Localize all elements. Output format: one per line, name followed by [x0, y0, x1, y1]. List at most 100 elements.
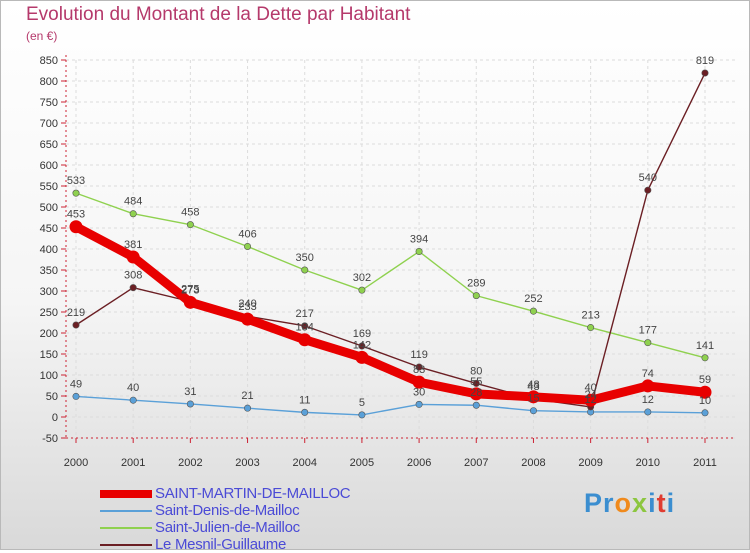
data-point	[472, 292, 480, 300]
logo-letter: x	[632, 488, 649, 518]
data-label: 40	[585, 382, 597, 394]
data-point	[129, 396, 137, 404]
data-point	[358, 342, 366, 350]
x-tick-label: 2009	[578, 457, 602, 469]
legend-swatch	[100, 489, 152, 498]
data-point	[129, 284, 137, 292]
data-point	[529, 307, 537, 315]
data-label: 217	[296, 308, 314, 320]
y-tick-label: 850	[40, 55, 58, 67]
data-point	[301, 322, 309, 330]
data-point	[469, 387, 483, 401]
y-tick-label: 100	[40, 370, 58, 382]
data-label: 30	[413, 386, 425, 398]
data-point	[644, 408, 652, 416]
data-label: 21	[241, 390, 253, 402]
data-point	[241, 312, 255, 326]
data-labels: 49 40 31 21 11 5 30 28 15 12 12 10 533 484 458 406 350 30…	[67, 55, 714, 409]
data-label: 177	[639, 325, 657, 337]
legend-item: Saint-Denis-de-Mailloc	[100, 502, 350, 519]
proxiti-logo: Proxiti	[584, 488, 675, 519]
x-tick-label: 2010	[636, 457, 660, 469]
data-label: 302	[353, 272, 371, 284]
x-tick-label: 2003	[235, 457, 259, 469]
data-point	[415, 248, 423, 256]
logo-letter: i	[648, 488, 657, 518]
data-point	[244, 404, 252, 412]
y-tick-label: 650	[40, 139, 58, 151]
data-label: 15	[527, 393, 539, 405]
data-point	[701, 409, 709, 417]
data-label: 819	[696, 55, 714, 67]
data-label: 80	[470, 365, 482, 377]
series-line-1	[75, 395, 706, 416]
data-point	[244, 242, 252, 250]
data-point	[183, 295, 197, 309]
data-label: 55	[470, 376, 482, 388]
y-tick-label: 400	[40, 244, 58, 256]
data-point	[641, 379, 655, 393]
data-point	[72, 321, 80, 329]
legend-item: Saint-Julien-de-Mailloc	[100, 519, 350, 536]
y-tick-label: 0	[52, 412, 58, 424]
data-point	[72, 189, 80, 197]
data-label: 28	[470, 387, 482, 399]
y-tick-label: 500	[40, 202, 58, 214]
x-tick-label: 2000	[64, 457, 88, 469]
data-label: 43	[527, 381, 539, 393]
data-point	[415, 400, 423, 408]
y-tick-label: 550	[40, 181, 58, 193]
legend-label: SAINT-MARTIN-DE-MAILLOC	[155, 485, 351, 502]
data-point	[301, 408, 309, 416]
data-label: 453	[67, 209, 85, 221]
y-tick-label: 50	[46, 391, 58, 403]
data-point	[472, 379, 480, 387]
grid	[66, 59, 736, 439]
data-label: 31	[184, 386, 196, 398]
data-point	[72, 392, 80, 400]
data-point	[412, 375, 426, 389]
data-point	[355, 350, 369, 364]
y-tick-label: 350	[40, 265, 58, 277]
data-point	[701, 69, 709, 77]
x-tick-label: 2006	[407, 457, 431, 469]
data-label: 240	[238, 298, 256, 310]
data-label: 540	[639, 172, 657, 184]
legend-swatch	[100, 526, 152, 529]
legend-item: SAINT-MARTIN-DE-MAILLOC	[100, 485, 351, 502]
y-tick-label: 700	[40, 118, 58, 130]
y-tick-label: 600	[40, 160, 58, 172]
legend: SAINT-MARTIN-DE-MAILLOC Saint-Denis-de-Ma…	[100, 485, 351, 553]
data-point	[526, 390, 540, 404]
data-label: 49	[70, 378, 82, 390]
data-label: 533	[67, 175, 85, 187]
data-label: 5	[359, 397, 365, 409]
data-label: 184	[296, 322, 314, 334]
data-label: 273	[181, 284, 199, 296]
data-point	[701, 354, 709, 362]
chart-title: Evolution du Montant de la Dette par Hab…	[26, 4, 411, 25]
data-point	[472, 401, 480, 409]
legend-label: Saint-Denis-de-Mailloc	[155, 502, 300, 519]
data-point	[298, 333, 312, 347]
data-label: 275	[181, 284, 199, 296]
data-label: 141	[696, 340, 714, 352]
data-label: 289	[467, 278, 485, 290]
data-point	[186, 221, 194, 229]
data-label: 484	[124, 196, 142, 208]
data-point	[584, 393, 598, 407]
x-tick-label: 2008	[521, 457, 545, 469]
y-tick-label: 150	[40, 349, 58, 361]
logo-letter: i	[666, 488, 676, 518]
x-tick-label: 2001	[121, 457, 145, 469]
logo-letter: o	[614, 488, 633, 518]
data-point	[358, 286, 366, 294]
y-tick-label: 250	[40, 307, 58, 319]
legend-item: Le Mesnil-Guillaume	[100, 536, 350, 553]
legend-label: Le Mesnil-Guillaume	[155, 536, 287, 553]
series-line-0	[71, 222, 710, 405]
y-unit-label: (en €)	[26, 29, 58, 43]
legend-label: Saint-Julien-de-Mailloc	[155, 519, 300, 536]
data-point	[301, 266, 309, 274]
logo-letter: r	[603, 488, 615, 518]
